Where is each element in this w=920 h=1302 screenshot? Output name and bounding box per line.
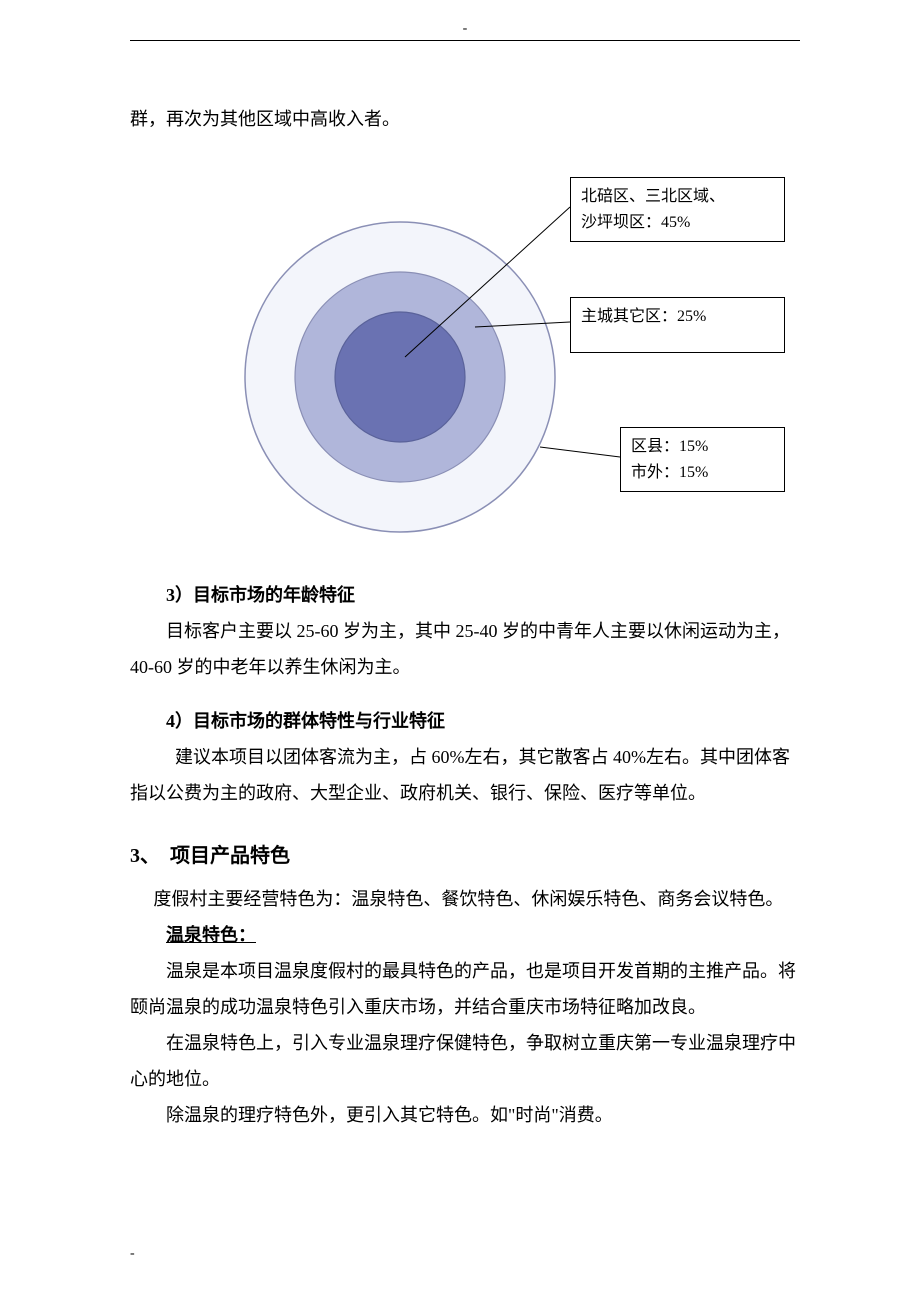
features-intro: 度假村主要经营特色为：温泉特色、餐饮特色、休闲娱乐特色、商务会议特色。: [130, 881, 800, 917]
label-1-line-1: 北碚区、三北区域、: [581, 184, 774, 210]
diagram-label-3: 区县：15% 市外：15%: [620, 427, 785, 492]
line-to-label-2: [475, 322, 570, 327]
diagram-label-1: 北碚区、三北区域、 沙坪坝区：45%: [570, 177, 785, 242]
label-1-line-2: 沙坪坝区：45%: [581, 210, 774, 236]
section-4-title: 4）目标市场的群体特性与行业特征: [130, 703, 800, 739]
diagram-label-2: 主城其它区：25%: [570, 297, 785, 353]
line-to-label-1: [405, 207, 570, 357]
feature-hotspring-p1: 温泉是本项目温泉度假村的最具特色的产品，也是项目开发首期的主推产品。将颐尚温泉的…: [130, 953, 800, 1025]
feature-hotspring-p2: 在温泉特色上，引入专业温泉理疗保健特色，争取树立重庆第一专业温泉理疗中心的地位。: [130, 1025, 800, 1097]
header-rule: -: [130, 40, 800, 41]
label-3-line-1: 区县：15%: [631, 434, 774, 460]
line-to-label-3: [540, 447, 620, 457]
concentric-diagram: 北碚区、三北区域、 沙坪坝区：45% 主城其它区：25% 区县：15% 市外：1…: [130, 167, 800, 557]
page-content: - 群，再次为其他区域中高收入者。 北碚区、三北区域、 沙坪坝区：45% 主城其…: [0, 0, 920, 1173]
label-2-line-1: 主城其它区：25%: [581, 304, 774, 330]
section-4-p1: 建议本项目以团体客流为主，占 60%左右，其它散客占 40%左右。其中团体客指以…: [130, 739, 800, 811]
footer-dash: -: [130, 1246, 135, 1262]
section-3-p1: 目标客户主要以 25-60 岁为主，其中 25-40 岁的中青年人主要以休闲运动…: [130, 613, 800, 685]
header-dash: -: [463, 21, 468, 37]
feature-hotspring-p3: 除温泉的理疗特色外，更引入其它特色。如"时尚"消费。: [130, 1097, 800, 1133]
heading-3: 3、 项目产品特色: [130, 836, 800, 876]
section-3-title: 3）目标市场的年龄特征: [130, 577, 800, 613]
label-3-line-2: 市外：15%: [631, 460, 774, 486]
feature-hotspring-head: 温泉特色：: [130, 917, 800, 953]
top-paragraph: 群，再次为其他区域中高收入者。: [130, 101, 800, 137]
